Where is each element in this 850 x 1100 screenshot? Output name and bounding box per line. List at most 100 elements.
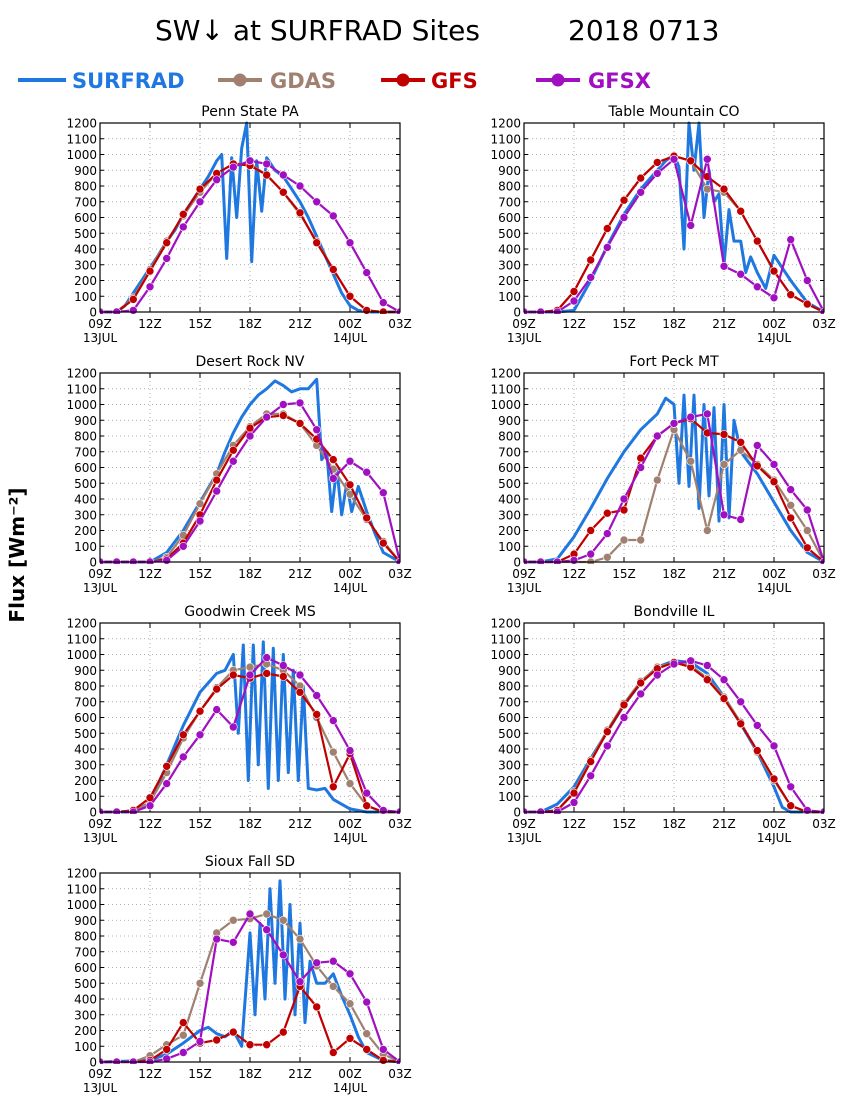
x-date-label: 14JUL [333,331,368,345]
x-date-label: 14JUL [757,581,792,595]
y-tick-label: 500 [74,727,97,741]
point-gfsx [362,268,372,277]
point-gfsx [245,156,255,166]
point-gfs [569,788,579,798]
y-tick-label: 800 [74,430,97,444]
point-gfsx [686,221,696,230]
y-tick-label: 300 [74,758,97,772]
point-gfs [719,694,729,703]
point-gfsx [229,456,238,466]
point-gfsx [162,779,171,788]
panel-title: Penn State PA [201,104,299,120]
x-tick-label: 15Z [612,567,636,581]
plot-frame [523,372,825,563]
point-gfs [262,1040,272,1049]
y-tick-label: 1200 [490,617,521,631]
series-line-surfrad [524,121,824,314]
point-gfsx [262,412,272,422]
x-tick-label: 18Z [238,317,262,331]
point-gfs [262,170,272,180]
point-gfsx [602,741,612,751]
point-gfsx [619,213,629,222]
point-gfs [636,173,646,183]
x-tick-label: 00Z [338,567,362,581]
point-gfsx [245,431,255,441]
y-tick-label: 600 [74,211,97,225]
y-tick-label: 1200 [490,367,521,381]
y-tick-label: 400 [74,743,97,757]
x-tick-label: 12Z [138,317,162,331]
point-gfsx [295,670,305,680]
x-tick-label: 09Z [88,817,112,831]
point-gfsx [769,741,779,751]
point-gfs [362,1045,372,1054]
x-tick-label: 09Z [88,567,112,581]
y-tick-label: 900 [74,914,97,928]
y-tick-label: 300 [498,508,521,522]
y-tick-label: 800 [74,680,97,694]
legend-item-gfs: GFS [381,69,478,93]
point-gfs [752,236,762,246]
point-gfsx [752,721,762,730]
x-date-label: 13JUL [83,581,118,595]
x-tick-label: 18Z [238,1067,262,1081]
panel-title: Bondville IL [634,604,715,620]
x-tick-label: 21Z [288,817,312,831]
point-gfs [602,224,612,233]
point-gfsx [262,159,272,169]
x-tick-label: 00Z [762,817,786,831]
point-gdas [278,915,288,925]
y-tick-label: 100 [74,1040,97,1054]
point-gdas [195,499,205,509]
point-gfs [278,411,288,420]
y-tick-label: 1000 [66,898,97,912]
point-gfs [702,675,712,685]
point-gfsx [179,541,188,551]
point-gfsx [145,282,155,292]
legend-marker [396,73,410,87]
series-group [524,121,824,314]
point-gfs [312,710,322,719]
point-gfs [379,1056,388,1064]
point-gfsx [212,934,221,944]
y-tick-label: 700 [498,445,521,459]
legend-item-gfsx: GFSX [536,69,651,93]
y-tick-label: 600 [74,961,97,975]
point-gfsx [686,656,696,666]
x-tick-label: 12Z [562,817,586,831]
legend-label: GDAS [270,69,336,93]
point-gfsx [719,261,729,271]
point-gfs [769,477,779,487]
plot-frame [99,122,401,313]
panel-bondville-il: Bondville IL0100200300400500600700800900… [490,604,835,845]
point-gfsx [719,675,729,685]
y-tick-label: 100 [74,790,97,804]
point-gfs [345,1034,355,1043]
y-tick-label: 500 [74,477,97,491]
x-date-label: 13JUL [507,581,542,595]
point-gfsx [686,412,696,422]
point-gfsx [619,713,629,722]
series-group [100,640,400,814]
legend-label: SURFRAD [72,69,185,93]
y-tick-label: 1100 [490,632,521,646]
x-tick-label: 18Z [238,567,262,581]
legend-item-gdas: GDAS [218,69,336,93]
point-gfsx [312,958,322,968]
point-gfs [736,437,746,447]
point-gfsx [636,463,646,472]
y-tick-label: 400 [498,743,521,757]
x-tick-label: 03Z [388,317,412,331]
y-tick-label: 0 [513,306,521,320]
x-tick-label: 12Z [138,1067,162,1081]
y-tick-label: 400 [74,493,97,507]
x-tick-label: 12Z [562,317,586,331]
point-gfsx [179,222,188,232]
point-gfsx [378,1045,388,1054]
x-tick-label: 15Z [188,567,212,581]
y-tick-label: 700 [74,445,97,459]
legend-marker [551,73,565,87]
point-gfs [752,461,762,471]
point-gfsx [278,661,288,670]
y-tick-label: 800 [498,180,521,194]
